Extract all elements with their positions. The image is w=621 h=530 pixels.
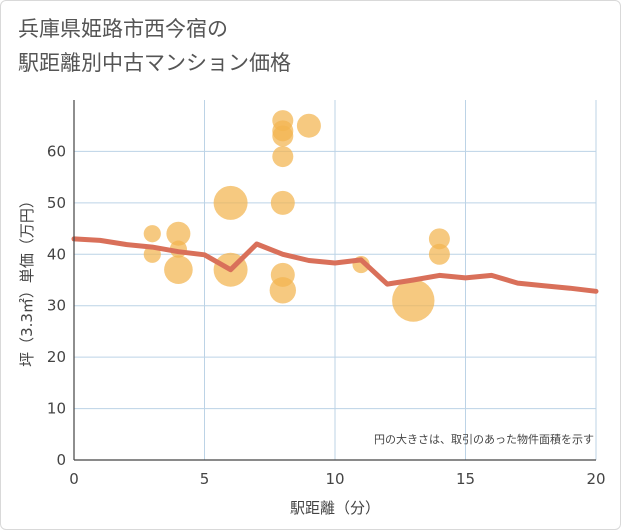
x-tick-label: 15 xyxy=(456,470,475,488)
trend-layer xyxy=(71,236,599,294)
bubble-point xyxy=(166,221,191,246)
bubble-point xyxy=(164,255,193,285)
grid-lines xyxy=(74,100,597,460)
y-tick-label: 0 xyxy=(56,451,66,469)
bubble-point xyxy=(428,228,450,250)
size-note: 円の大きさは、取引のあった物件面積を示す xyxy=(374,432,594,446)
bubble-point xyxy=(296,113,321,138)
bubble-point xyxy=(213,185,248,220)
x-tick-label: 0 xyxy=(69,470,79,488)
x-tick-label: 5 xyxy=(200,470,210,488)
axes: 0 10 20 30 40 50 60 0 5 10 15 20 xyxy=(47,100,606,488)
bubble-point xyxy=(272,125,294,147)
y-tick-label: 50 xyxy=(47,194,66,212)
x-tick-label: 20 xyxy=(586,470,605,488)
x-tick-label: 10 xyxy=(325,470,344,488)
bubble-point xyxy=(392,279,435,322)
chart-title: 兵庫県姫路市西今宿の 駅距離別中古マンション価格 xyxy=(18,17,291,75)
y-tick-label: 20 xyxy=(47,348,66,366)
bubble-point xyxy=(269,277,296,304)
y-tick-label: 10 xyxy=(47,400,66,418)
x-axis-label: 駅距離（分） xyxy=(290,499,380,517)
bubble-point xyxy=(272,146,294,168)
y-tick-label: 40 xyxy=(47,245,66,263)
bubble-point xyxy=(143,225,161,243)
trend-line xyxy=(71,236,599,294)
y-tick-label: 60 xyxy=(47,142,66,160)
y-axis-label: 坪（3.3㎡）単価（万円） xyxy=(18,193,36,367)
bubble-point xyxy=(428,243,450,265)
bubble-point xyxy=(270,190,295,215)
y-tick-label: 30 xyxy=(47,297,66,315)
bubble-layer xyxy=(143,110,450,322)
